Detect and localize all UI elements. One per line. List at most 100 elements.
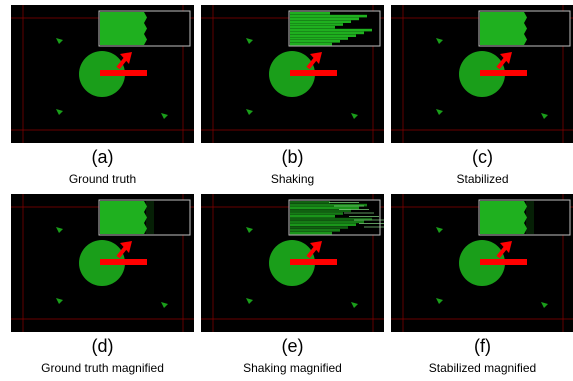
triangle-marker [436, 298, 443, 304]
inset-streak [364, 226, 384, 228]
inset-stripe [290, 34, 356, 37]
inset-stripe [290, 223, 356, 226]
inset-streak [344, 212, 374, 214]
scene-svg [201, 5, 384, 143]
inset-edge [140, 201, 147, 234]
red-arrow-shaft [306, 245, 318, 259]
inset-stripe [290, 20, 351, 23]
inset-stripe [290, 206, 359, 210]
triangle-marker [436, 38, 443, 44]
inset-stripe [290, 17, 359, 21]
inset-stripe [290, 12, 330, 15]
inset-stripe [290, 209, 351, 212]
inset-content [100, 12, 147, 45]
scene-image [11, 194, 194, 332]
inset-stripe [290, 226, 348, 229]
inset-streak [354, 219, 384, 221]
inset-streak [349, 216, 379, 217]
red-arrow-shaft [116, 245, 128, 259]
red-bar [290, 70, 337, 76]
panel-letter: (f) [474, 336, 491, 356]
red-arrow-head [500, 241, 512, 253]
inset-edge [520, 12, 527, 45]
triangle-marker [161, 302, 168, 308]
red-arrow-head [500, 52, 512, 64]
red-arrow-shaft [306, 56, 318, 70]
triangle-marker [56, 298, 63, 304]
inset-stripe [290, 37, 348, 40]
scene-image [391, 194, 573, 332]
scene-image [391, 5, 573, 143]
inset-block [100, 201, 144, 234]
inset-stripe [290, 229, 340, 232]
triangle-marker [246, 109, 253, 115]
red-arrow-shaft [496, 245, 508, 259]
inset-block [480, 12, 524, 45]
panel-letter: (c) [472, 147, 493, 167]
panel-letter: (a) [91, 147, 114, 167]
triangle-marker [56, 109, 63, 115]
inset-streak [329, 202, 359, 203]
inset-stripe [290, 26, 335, 29]
scene-image [201, 5, 384, 143]
red-bar [480, 70, 527, 76]
inset-streak [359, 223, 384, 224]
triangle-marker [161, 113, 168, 119]
red-arrow-head [120, 52, 132, 64]
inset-block [100, 12, 144, 45]
inset-border [98, 199, 191, 236]
inset-stripe [290, 201, 330, 204]
red-arrow-shaft [116, 56, 128, 70]
inset-stripe [290, 28, 372, 32]
inset-border [98, 10, 191, 47]
inset-border [478, 10, 571, 47]
inset-content [480, 12, 527, 45]
triangle-marker [56, 38, 63, 44]
triangle-marker [541, 113, 548, 119]
inset-stripe [290, 215, 335, 218]
inset-border [478, 199, 571, 236]
red-arrow-head [310, 241, 322, 253]
red-bar [100, 70, 147, 76]
panel-caption: Stabilized [456, 172, 509, 186]
red-bar [290, 259, 337, 265]
inset-stripe [290, 23, 343, 26]
inset-content [100, 201, 154, 234]
inset-border [288, 10, 381, 47]
inset-stripe [290, 231, 332, 235]
triangle-marker [436, 227, 443, 233]
inset-content [290, 201, 384, 235]
scene-svg [11, 5, 194, 143]
inset-glow [146, 201, 154, 234]
inset-content [480, 201, 534, 234]
triangle-marker [351, 302, 358, 308]
triangle-marker [351, 113, 358, 119]
triangle-marker [246, 227, 253, 233]
red-arrow-head [120, 241, 132, 253]
panel-letter: (b) [281, 147, 304, 167]
inset-stripe [290, 40, 340, 43]
scene-image [201, 194, 384, 332]
inset-stripe [290, 42, 332, 46]
inset-content [290, 12, 372, 46]
triangle-marker [246, 298, 253, 304]
inset-edge [520, 201, 527, 234]
red-arrow-shaft [496, 56, 508, 70]
red-bar [100, 259, 147, 265]
inset-streak [339, 209, 369, 210]
inset-streak [334, 205, 364, 207]
triangle-marker [246, 38, 253, 44]
inset-stripe [290, 220, 364, 224]
scene-svg [11, 194, 194, 332]
inset-block [480, 201, 524, 234]
panel-caption: Ground truth magnified [41, 361, 164, 375]
red-bar [480, 259, 527, 265]
red-arrow-head [310, 52, 322, 64]
inset-stripe [290, 203, 367, 207]
panel-caption: Shaking [270, 172, 315, 186]
inset-stripe [290, 217, 372, 221]
inset-border [288, 199, 381, 236]
panel-caption: Shaking magnified [243, 361, 342, 375]
inset-stripe [290, 212, 343, 215]
inset-stripe [290, 14, 367, 18]
